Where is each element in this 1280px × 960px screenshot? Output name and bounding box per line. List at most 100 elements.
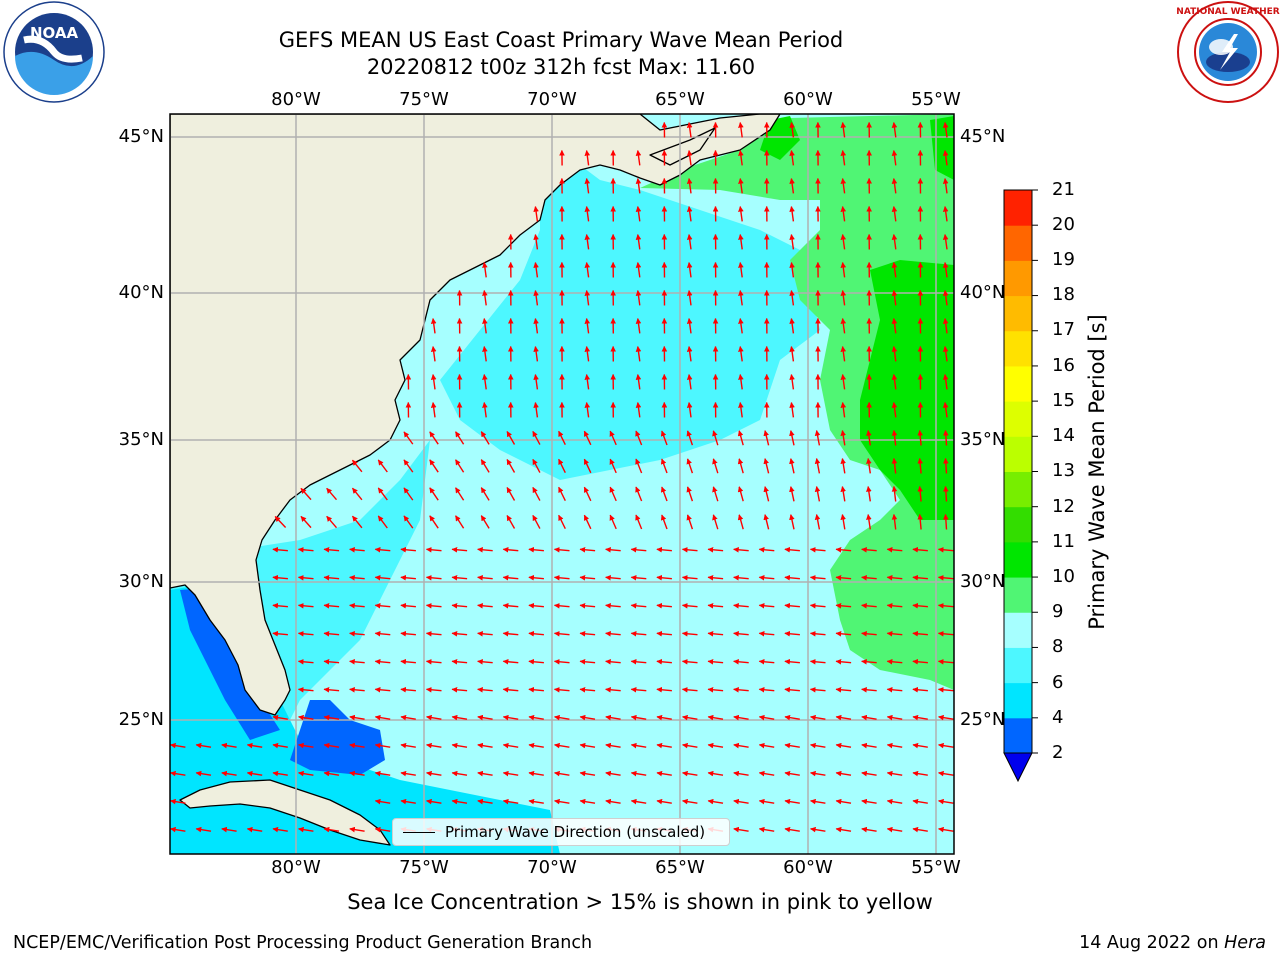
wave-arrow [272, 546, 288, 553]
lon-label-top: 70°W [527, 89, 577, 110]
wave-arrow [430, 318, 437, 334]
wave-arrow [528, 546, 544, 553]
wave-arrow [738, 290, 744, 306]
wave-arrow [553, 630, 570, 637]
wave-arrow [891, 178, 898, 194]
wave-arrow [861, 630, 877, 637]
wave-arrow [425, 658, 442, 665]
wave-arrow [326, 515, 338, 529]
wave-arrow [532, 430, 541, 445]
noaa-logo-text: NOAA [30, 24, 79, 42]
wave-arrow [763, 514, 770, 530]
nws-logo: NATIONAL WEATHER [1176, 1, 1280, 103]
wave-arrow [477, 714, 493, 721]
noaa-logo: NOAA [3, 1, 105, 103]
lat-label-right: 40°N [960, 282, 1006, 303]
wave-arrow [425, 686, 442, 693]
wave-arrow [480, 487, 490, 501]
wave-arrow [584, 402, 591, 418]
wave-arrow [656, 714, 672, 721]
wave-arrow [374, 546, 391, 553]
wave-arrow [733, 770, 749, 777]
wave-arrow [455, 515, 465, 529]
wave-arrow [861, 714, 877, 721]
wave-arrow [477, 686, 493, 693]
wave-arrow [738, 178, 744, 194]
wave-arrow [840, 486, 846, 502]
wave-arrow [429, 459, 439, 473]
wave-arrow [733, 798, 749, 805]
wave-arrow [533, 234, 539, 250]
colorbar-tick-label: 20 [1052, 214, 1075, 235]
footer-credit: NCEP/EMC/Verification Post Processing Pr… [13, 933, 593, 953]
wave-arrow [758, 546, 775, 553]
wave-arrow [789, 430, 795, 446]
wave-arrow [733, 826, 749, 833]
wave-arrow [809, 574, 826, 581]
wave-arrow [681, 658, 698, 665]
wave-arrow [533, 402, 539, 418]
wave-arrow [937, 574, 954, 581]
wave-arrow [506, 431, 516, 445]
colorbar-segment [1004, 365, 1032, 402]
wave-arrow [429, 431, 439, 445]
wave-arrow [323, 602, 340, 609]
wave-arrow [579, 742, 596, 749]
wave-arrow [272, 574, 288, 581]
wave-arrow [840, 318, 847, 334]
wave-arrow [528, 574, 544, 581]
colorbar-segment [1004, 682, 1032, 719]
wave-arrow [558, 514, 566, 530]
wave-arrow [809, 630, 826, 637]
wave-arrow [506, 459, 516, 473]
wave-arrow [733, 602, 749, 609]
wave-arrow [660, 486, 668, 502]
wave-arrow [886, 630, 903, 637]
wave-arrow [707, 770, 724, 777]
wave-arrow [502, 742, 519, 749]
lat-label-right: 45°N [960, 126, 1006, 147]
colorbar-tick-label: 15 [1052, 390, 1075, 411]
wave-arrow [297, 630, 314, 637]
wave-arrow [430, 402, 437, 418]
lon-label-top: 60°W [783, 89, 833, 110]
wave-arrow [763, 486, 770, 502]
wave-arrow [738, 234, 744, 250]
wave-arrow [455, 459, 465, 473]
wave-arrow [912, 602, 928, 609]
wave-arrow [477, 770, 493, 777]
wave-arrow [886, 658, 903, 665]
wave-arrow [835, 686, 852, 693]
wave-arrow [349, 826, 365, 833]
colorbar-tick-label: 14 [1052, 425, 1075, 446]
wave-arrow [377, 487, 388, 501]
wave-arrow [738, 402, 744, 418]
wave-arrow [532, 514, 541, 529]
wave-arrow [686, 346, 693, 362]
wave-arrow [426, 770, 442, 777]
wave-arrow [840, 122, 847, 138]
wave-arrow [635, 290, 642, 306]
lon-label-bottom: 65°W [655, 857, 705, 878]
wave-arrow [374, 686, 391, 693]
chart-subtitle: 20220812 t00z 312h fcst Max: 11.60 [366, 55, 756, 79]
wave-arrow [326, 487, 338, 501]
wave-arrow [635, 402, 642, 418]
wave-arrow [912, 742, 928, 749]
wave-arrow [891, 122, 898, 138]
wave-arrow [942, 234, 949, 250]
wave-arrow [784, 826, 800, 833]
wave-arrow [943, 485, 949, 502]
wave-arrow [942, 318, 949, 334]
wave-arrow [789, 346, 795, 362]
wave-arrow [609, 458, 617, 474]
wave-arrow [912, 630, 928, 637]
wave-arrow [686, 514, 694, 530]
wave-arrow [374, 826, 391, 833]
wave-arrow [738, 150, 744, 166]
wave-arrow [886, 602, 903, 609]
wave-arrow [814, 458, 821, 474]
wave-arrow [533, 262, 539, 278]
wave-arrow [660, 514, 668, 530]
wave-arrow [477, 658, 493, 665]
